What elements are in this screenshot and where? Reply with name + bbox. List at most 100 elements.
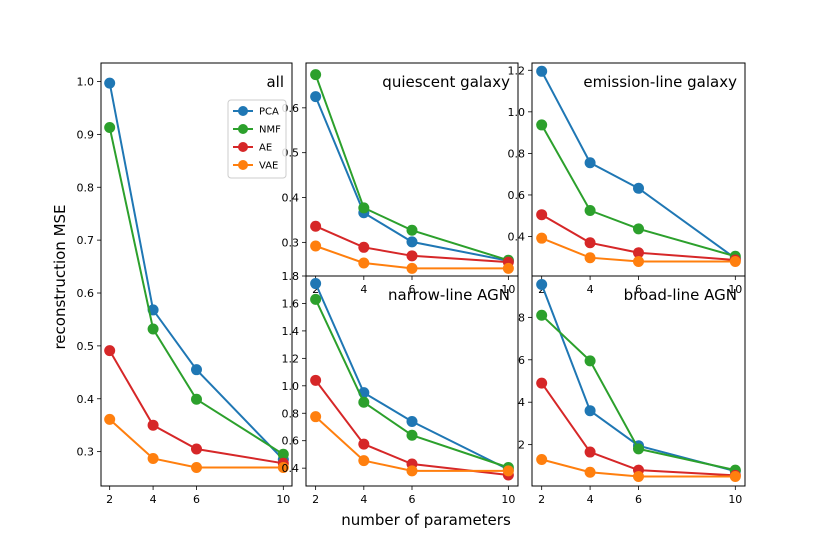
series-line (540, 124, 736, 258)
x-tick-label: 10 (728, 283, 742, 296)
series-ae (536, 209, 741, 266)
x-tick-label: 10 (276, 493, 290, 506)
data-point (406, 250, 418, 262)
data-point (310, 374, 322, 386)
y-tick-label: 0.3 (77, 446, 95, 459)
series-line (541, 237, 736, 263)
y-tick-label: 1.0 (508, 106, 526, 119)
series-line (109, 418, 284, 469)
series-pca (310, 91, 514, 267)
series-line (108, 127, 284, 456)
data-point (147, 323, 159, 335)
data-point (277, 461, 289, 473)
series-line (541, 213, 736, 261)
data-point (406, 224, 418, 236)
data-point (358, 438, 370, 450)
panel-all: 0.3 0.4 0.5 0.6 0.7 0.8 0.9 1.0 2 4 6 10 all (77, 62, 293, 506)
data-point (584, 205, 596, 217)
legend-entry-pca: PCA (233, 106, 279, 118)
legend-box (227, 99, 287, 179)
data-point (729, 255, 741, 267)
y-tick-label: 0.8 (282, 407, 300, 420)
y-tick-label: 2 (518, 439, 525, 452)
y-tick-label: 6 (518, 354, 525, 367)
data-point (310, 220, 322, 232)
series-line (314, 74, 509, 262)
data-point (633, 443, 644, 455)
series-line (108, 350, 284, 465)
data-point (536, 232, 548, 244)
panels: 0.30.40.50.60.70.80.91.02 4 6 10all0.30.40.… (77, 62, 746, 506)
panel-frame (305, 275, 519, 487)
series-line (540, 284, 736, 473)
data-point (584, 466, 596, 478)
series-line (540, 382, 736, 477)
series-nmf (536, 309, 741, 476)
y-tick-label: 0.8 (508, 147, 526, 160)
series-line (314, 283, 509, 471)
y-tick-label: 0.8 (77, 181, 95, 194)
data-point (633, 182, 644, 194)
y-tick-label: 1.2 (508, 64, 526, 77)
x-tick-label: 2 (312, 283, 319, 296)
data-point (191, 443, 202, 455)
data-point (104, 122, 116, 134)
data-point (536, 278, 548, 290)
data-point (147, 453, 159, 465)
series-ae (310, 374, 514, 481)
x-tick-label: 4 (150, 493, 157, 506)
series-line (541, 458, 736, 478)
series-line (315, 225, 509, 264)
legend-label: AE (259, 143, 272, 154)
series-vae (310, 411, 514, 477)
data-point (310, 293, 322, 305)
series-vae (536, 453, 741, 482)
x-tick-label: 4 (360, 283, 367, 296)
legend-marker (238, 142, 248, 152)
legend-entry-vae: VAE (233, 160, 278, 172)
y-tick-label: 1.0 (282, 380, 300, 393)
x-tick-label: 10 (501, 493, 515, 506)
y-tick-label: 0.4 (508, 231, 526, 244)
x-tick-label: 4 (587, 283, 594, 296)
y-tick-label: 1.0 (77, 76, 95, 89)
data-point (584, 405, 596, 417)
panel-title: narrow-line AGN (388, 286, 510, 304)
y-tick-label: 0.4 (282, 192, 300, 205)
data-point (104, 77, 116, 89)
series-nmf (104, 122, 289, 460)
y-tick-label: 0.6 (508, 189, 526, 202)
series-line (541, 314, 736, 472)
data-point (536, 209, 548, 221)
data-point (406, 262, 418, 274)
x-tick-label: 4 (360, 493, 367, 506)
legend-entry-nmf: NMF (233, 124, 281, 136)
data-point (358, 455, 370, 467)
data-point (191, 364, 202, 376)
x-axis-label: number of parameters (341, 511, 511, 529)
data-point (358, 241, 370, 253)
panel-frame (531, 275, 746, 487)
data-point (191, 393, 202, 405)
data-point (502, 465, 514, 477)
data-point (633, 223, 644, 235)
series-line (314, 96, 509, 262)
y-tick-label: 0.4 (282, 462, 300, 475)
y-tick-label: 0.9 (77, 128, 95, 141)
legend-label: NMF (259, 125, 281, 136)
series-ae (104, 345, 289, 469)
legend-marker (238, 124, 248, 134)
panel-narrow-line-agn: 0.40.60.81.01.21.41.61.82 4 6 10narrow-line… (282, 270, 519, 506)
data-point (584, 237, 596, 249)
series-line (314, 379, 509, 476)
y-tick-label: 8 (518, 311, 525, 324)
x-tick-label: 4 (587, 493, 594, 506)
panel-frame (531, 62, 746, 277)
data-point (633, 255, 644, 267)
data-point (310, 411, 322, 423)
legend-label: VAE (259, 161, 278, 172)
y-tick-label: 0.6 (282, 435, 300, 448)
x-tick-label: 6 (409, 283, 416, 296)
x-tick-label: 2 (538, 493, 545, 506)
